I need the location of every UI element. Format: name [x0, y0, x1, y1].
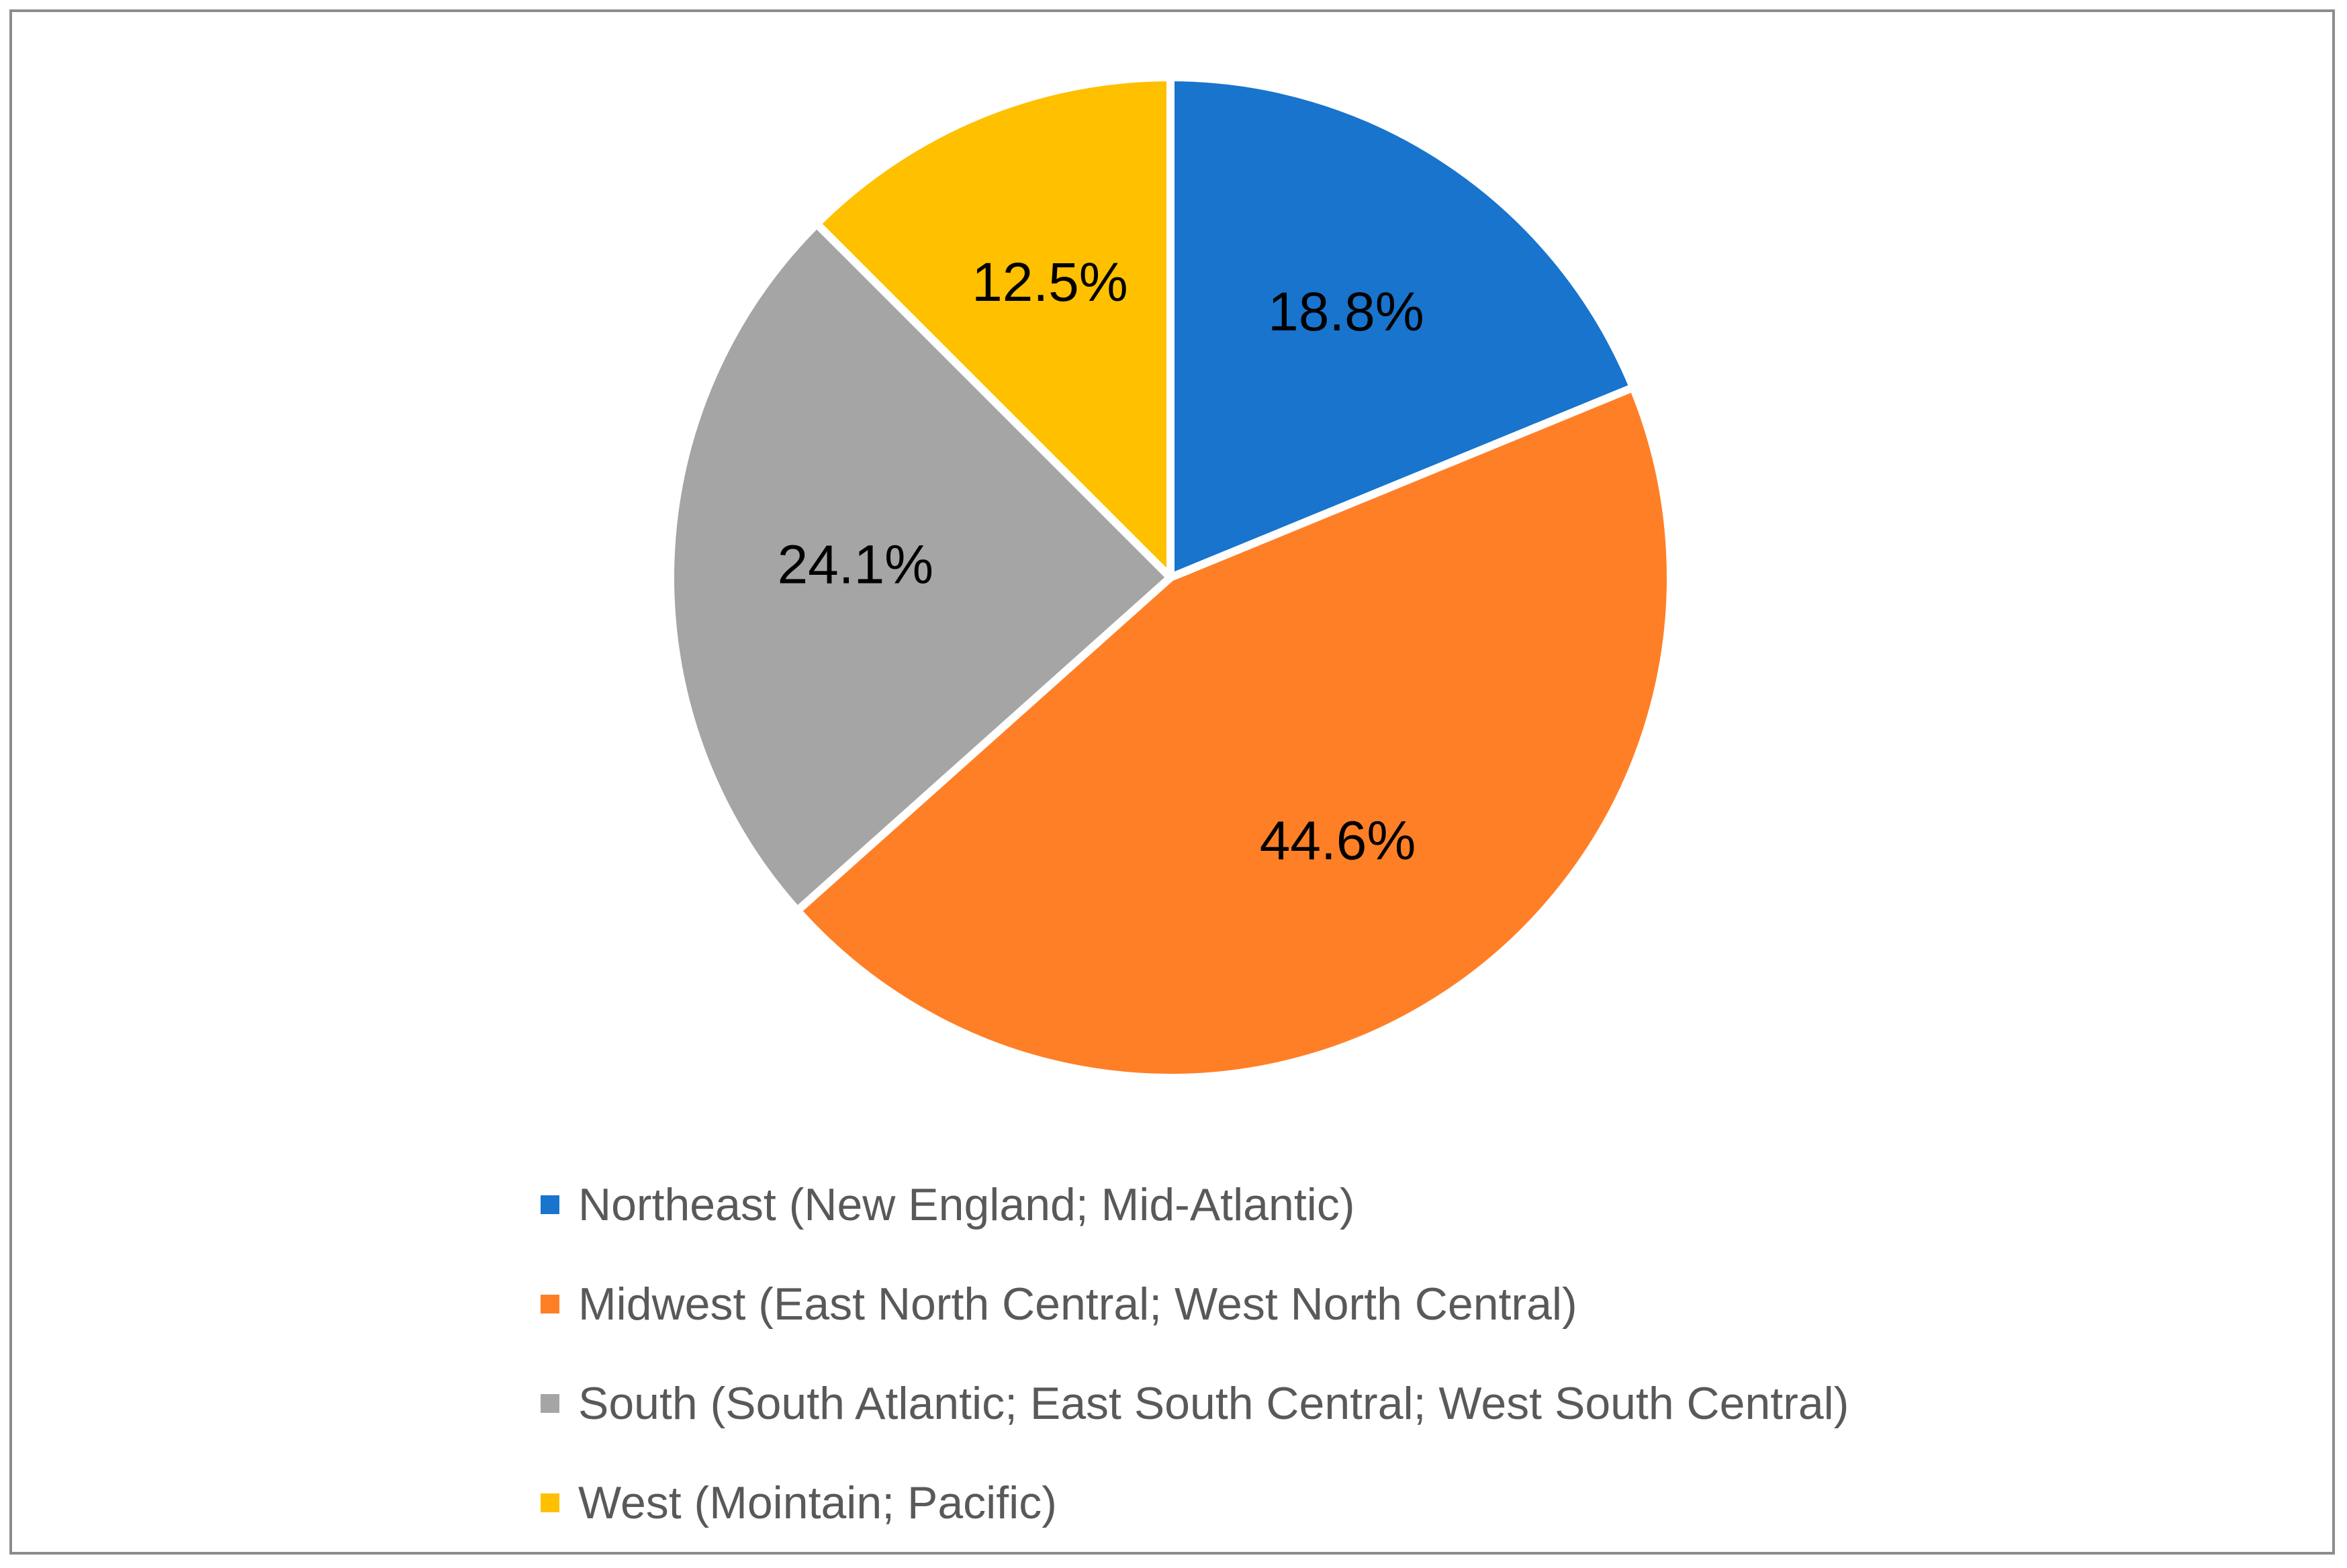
- legend-label-0: Northeast (New England; Mid-Atlantic): [578, 1179, 1355, 1230]
- legend-item-2: South (South Atlantic; East South Centra…: [541, 1354, 1849, 1453]
- pie-slice-1: [793, 383, 1675, 1082]
- legend-label-3: West (Mointain; Pacific): [578, 1477, 1057, 1528]
- pie-slice-0: [1166, 73, 1638, 582]
- legend-item-1: Midwest (East North Central; West North …: [541, 1254, 1849, 1354]
- pie-data-label-1: 44.6%: [1260, 811, 1416, 872]
- pie-slice-2: [666, 220, 1175, 915]
- legend: Northeast (New England; Mid-Atlantic) Mid…: [541, 1155, 1849, 1553]
- legend-item-0: Northeast (New England; Mid-Atlantic): [541, 1155, 1849, 1254]
- legend-label-1: Midwest (East North Central; West North …: [578, 1279, 1577, 1330]
- legend-swatch-3: [541, 1493, 559, 1512]
- pie-chart: 18.8% 44.6% 24.1% 12.5%: [666, 73, 1675, 1082]
- pie-data-label-2: 24.1%: [778, 534, 934, 595]
- legend-swatch-0: [541, 1195, 559, 1214]
- legend-item-3: West (Mointain; Pacific): [541, 1453, 1849, 1553]
- pie-slices: [666, 73, 1675, 1082]
- legend-swatch-1: [541, 1295, 559, 1313]
- legend-swatch-2: [541, 1394, 559, 1413]
- pie-data-label-0: 18.8%: [1268, 281, 1424, 342]
- pie-data-labels: 18.8% 44.6% 24.1% 12.5%: [778, 252, 1424, 871]
- pie-data-label-3: 12.5%: [972, 252, 1128, 313]
- pie-slice-3: [813, 73, 1175, 582]
- legend-label-2: South (South Atlantic; East South Centra…: [578, 1378, 1849, 1429]
